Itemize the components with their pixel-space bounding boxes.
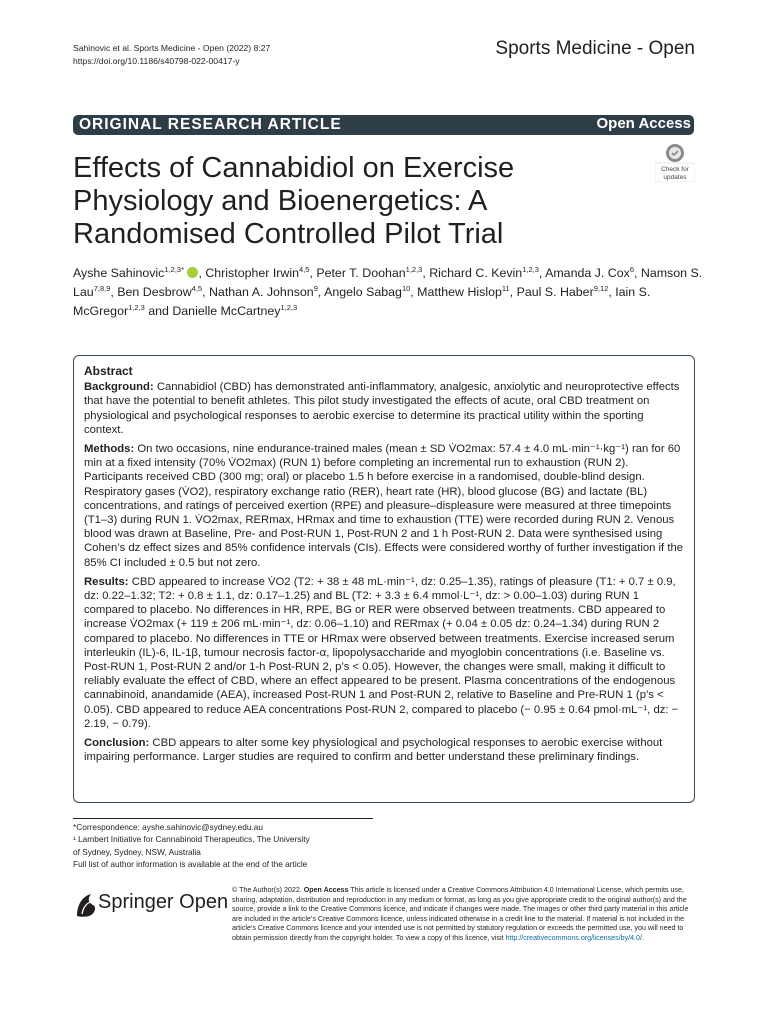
article-type: ORIGINAL RESEARCH ARTICLE: [79, 116, 342, 133]
author-affiliation: 9: [313, 283, 318, 293]
author-separator: ,: [538, 266, 546, 280]
license-statement: © The Author(s) 2022. Open Access This a…: [232, 886, 698, 944]
author-affiliation: 1,2,3: [280, 302, 298, 312]
author-affiliation: 4,5: [191, 283, 203, 293]
author-name[interactable]: Paul S. Haber: [516, 285, 594, 299]
author-name[interactable]: Amanda J. Cox: [545, 266, 630, 280]
results-text: CBD appeared to increase V̇O2 (T2: + 38 …: [84, 575, 679, 730]
methods-text: On two occasions, nine endurance-trained…: [84, 443, 684, 569]
springer-horse-icon: [77, 894, 96, 917]
results-label: Results:: [84, 575, 129, 588]
author-separator: ,: [410, 285, 418, 299]
author-separator: and: [144, 304, 173, 318]
abstract-results: Results: CBD appeared to increase V̇O2 (…: [84, 575, 684, 731]
author-name[interactable]: Nathan A. Johnson: [208, 285, 314, 299]
abstract-box: Abstract Background: Cannabidiol (CBD) h…: [73, 355, 695, 803]
author-name[interactable]: Danielle McCartney: [172, 304, 281, 318]
check-badge-line1: Check for: [661, 166, 690, 173]
author-separator: ,: [509, 285, 517, 299]
author-name[interactable]: Ben Desbrow: [117, 285, 192, 299]
author-name[interactable]: Christopher Irwin: [205, 266, 299, 280]
author-name[interactable]: Richard C. Kevin: [429, 266, 523, 280]
open-access-label: Open Access: [596, 115, 692, 132]
license-text: This article is licensed under a Creativ…: [232, 886, 689, 942]
correspondence-footnote[interactable]: *Correspondence: ayshe.sahinovic@sydney.…: [73, 822, 263, 832]
author-separator: ,: [202, 285, 209, 299]
doi-link[interactable]: https://doi.org/10.1186/s40798-022-00417…: [73, 56, 240, 66]
author-separator: ,: [633, 266, 641, 280]
author-separator: ,: [309, 266, 317, 280]
abstract-conclusion: Conclusion: CBD appears to alter some ke…: [84, 736, 684, 764]
author-affiliation: 1,2,3: [522, 264, 539, 274]
affiliation-footnote: ¹ Lambert Initiative for Cannabinoid The…: [73, 834, 310, 845]
article-title: Effects of Cannabidiol on Exercise Physi…: [73, 152, 515, 250]
article-type-band: ORIGINAL RESEARCH ARTICLE Open Access: [73, 115, 694, 135]
author-separator: ,: [198, 266, 206, 280]
author-separator: ,: [110, 285, 118, 299]
publisher-name: Springer: [98, 891, 174, 913]
publisher-open: Open: [179, 891, 229, 913]
author-separator: ,: [608, 285, 616, 299]
copyright-lead: © The Author(s) 2022.: [232, 886, 302, 894]
abstract-background: Background: Cannabidiol (CBD) has demons…: [84, 380, 684, 437]
conclusion-label: Conclusion:: [84, 737, 150, 750]
author-name[interactable]: Iain S. McGregor: [73, 285, 651, 318]
author-name[interactable]: Matthew Hislop: [417, 285, 502, 299]
orcid-icon[interactable]: [187, 267, 199, 278]
author-affiliation: 6: [629, 264, 634, 274]
methods-label: Methods:: [84, 443, 135, 456]
author-list: Ayshe Sahinovic1,2,3* , Christopher Irwi…: [73, 264, 703, 321]
journal-name: Sports Medicine - Open: [495, 38, 695, 59]
author-affiliation: 7,8,9: [93, 283, 111, 293]
author-affiliation: 10: [401, 283, 411, 293]
author-affiliation: 1,2,3*: [164, 264, 184, 274]
author-name[interactable]: Namson S. Lau: [73, 266, 703, 299]
author-separator: ,: [422, 266, 430, 280]
author-affiliation: 4,5: [299, 264, 310, 274]
author-affiliation: 9,12: [593, 283, 609, 293]
abstract-heading: Abstract: [84, 364, 133, 378]
license-link[interactable]: http://creativecommons.org/licenses/by/4…: [505, 933, 642, 942]
affiliation-footnote-cont: of Sydney, Sydney, NSW, Australia: [73, 846, 201, 857]
author-affiliation: 11: [501, 283, 510, 293]
author-name[interactable]: Ayshe Sahinovic: [73, 266, 165, 280]
citation-line: Sahinovic et al. Sports Medicine - Open …: [73, 43, 271, 53]
running-header-citation: Sahinovic et al. Sports Medicine - Open …: [73, 42, 270, 68]
abstract-methods: Methods: On two occasions, nine enduranc…: [84, 442, 684, 570]
background-text: Cannabidiol (CBD) has demonstrated anti-…: [84, 381, 680, 436]
author-affiliation: 1,2,3: [128, 302, 145, 312]
background-label: Background:: [84, 381, 154, 394]
license-end: .: [641, 933, 644, 942]
author-separator: ,: [317, 285, 325, 299]
author-name[interactable]: Angelo Sabag: [324, 285, 402, 299]
footnotes: *Correspondence: ayshe.sahinovic@sydney.…: [73, 821, 393, 870]
check-for-updates-icon: Check for updates: [654, 144, 696, 183]
check-badge-line2: updates: [663, 174, 687, 181]
author-affiliation: 1,2,3: [405, 264, 423, 274]
author-info-footnote: Full list of author information is avail…: [73, 858, 308, 869]
license-open-access: Open Access: [303, 886, 349, 894]
footnote-divider: [73, 818, 373, 819]
author-name[interactable]: Peter T. Doohan: [316, 266, 406, 280]
check-for-updates-badge[interactable]: Check for updates: [654, 142, 696, 183]
conclusion-text: CBD appears to alter some key physiologi…: [84, 737, 663, 764]
publisher-logo-text: Springer Open: [98, 891, 228, 914]
